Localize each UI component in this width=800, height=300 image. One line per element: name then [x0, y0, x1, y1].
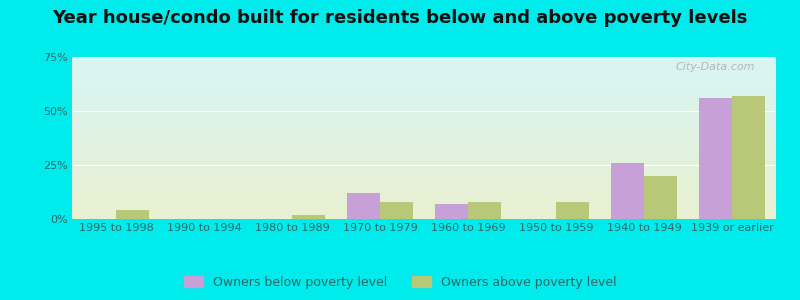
Bar — [292, 215, 326, 219]
Legend: Owners below poverty level, Owners above poverty level: Owners below poverty level, Owners above… — [179, 271, 621, 294]
Bar — [468, 202, 502, 219]
Bar — [380, 202, 414, 219]
Bar — [732, 96, 766, 219]
Text: Year house/condo built for residents below and above poverty levels: Year house/condo built for residents bel… — [52, 9, 748, 27]
Bar — [556, 202, 590, 219]
Bar — [346, 193, 380, 219]
Bar — [434, 204, 468, 219]
Bar — [610, 163, 644, 219]
Bar — [644, 176, 678, 219]
Text: City-Data.com: City-Data.com — [675, 62, 755, 72]
Bar — [116, 210, 150, 219]
Bar — [698, 98, 732, 219]
